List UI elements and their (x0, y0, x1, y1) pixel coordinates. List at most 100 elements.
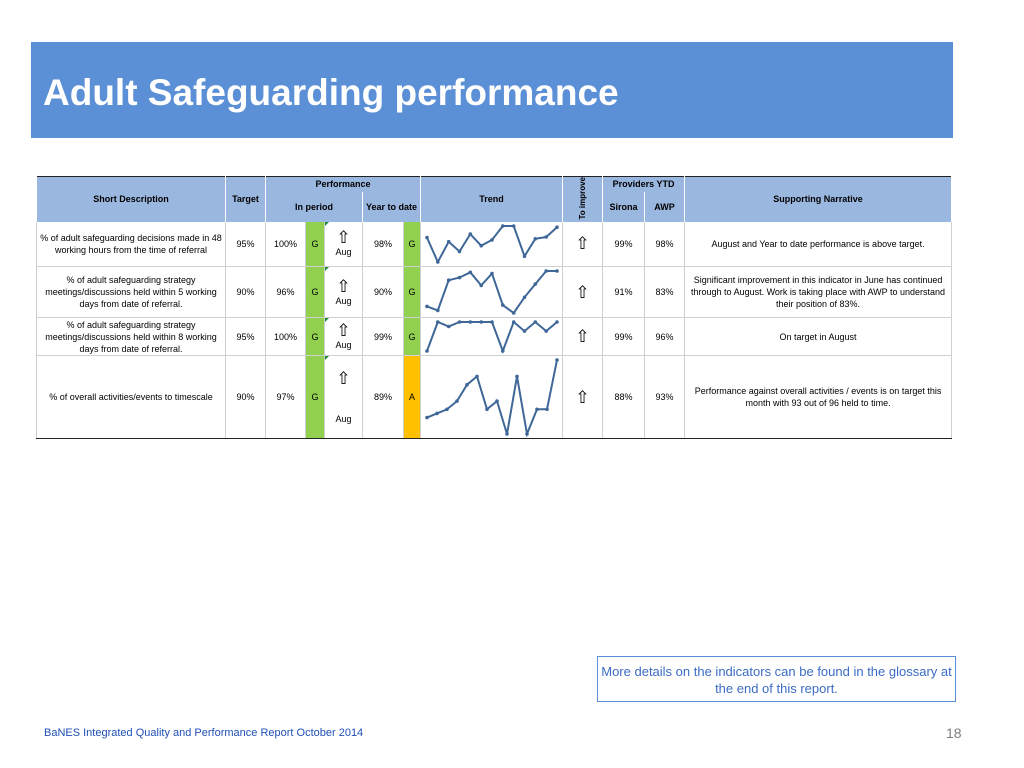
trend-point (479, 283, 484, 288)
row-period-direction: ⇧ Aug (324, 317, 363, 357)
trend-point (468, 320, 473, 324)
row-target: 90% (225, 266, 266, 319)
glossary-note: More details on the indicators can be fo… (597, 656, 956, 702)
up-arrow-icon: ⇧ (575, 282, 590, 302)
trend-point (425, 349, 429, 353)
trend-point (505, 432, 509, 436)
header-target: Target (225, 176, 266, 222)
header-to-improve-label: To improve (578, 177, 588, 220)
header-row-bottom: In period Year to date Sirona AWP (37, 191, 952, 222)
trend-point (436, 308, 440, 313)
header-to-improve: To improve (562, 176, 604, 222)
row-sirona: 91% (602, 266, 646, 319)
trend-sparkline (425, 358, 559, 438)
trend-point (446, 278, 451, 283)
row-in-period: 97% (265, 355, 306, 440)
trend-point (495, 399, 499, 403)
page-number: 18 (946, 725, 962, 741)
row-ytd-rag: G (402, 266, 422, 319)
trend-point (544, 329, 549, 333)
footer-report-title: BaNES Integrated Quality and Performance… (44, 727, 364, 739)
header-supporting-narrative: Supporting Narrative (684, 176, 953, 222)
trend-point (490, 271, 494, 276)
trend-point (501, 223, 505, 228)
row-period-label: Aug (335, 247, 352, 258)
trend-point (555, 358, 559, 362)
row-awp: 93% (644, 355, 686, 440)
trend-point (555, 225, 559, 229)
trend-point (501, 303, 505, 307)
row-in-period-rag: G (305, 317, 325, 357)
trend-line (426, 359, 558, 438)
trend-point (479, 243, 484, 248)
trend-point (533, 236, 538, 241)
row-sirona: 99% (602, 317, 646, 357)
trend-point (555, 320, 559, 324)
performance-table: Short Description Target Performance Tre… (36, 176, 953, 440)
row-trend (420, 317, 564, 357)
trend-point (455, 399, 459, 403)
row-ytd-rag: A (402, 355, 422, 440)
row-description: % of overall activities/events to timesc… (36, 355, 226, 440)
corner-marker (325, 267, 329, 272)
trend-point (425, 415, 429, 420)
trend-point (501, 349, 505, 353)
row-narrative: Significant improvement in this indicato… (684, 266, 953, 319)
up-arrow-icon: ⇧ (575, 327, 590, 347)
row-description: % of adult safeguarding strategy meeting… (36, 317, 226, 357)
row-in-period-rag: G (305, 221, 325, 268)
row-target: 90% (225, 355, 266, 440)
up-arrow-icon: ⇧ (336, 228, 351, 248)
table-row: % of overall activities/events to timesc… (36, 355, 953, 440)
trend-point (446, 239, 451, 244)
row-to-improve: ⇧ (562, 266, 604, 319)
page-title: Adult Safeguarding performance (43, 72, 619, 113)
trend-point (544, 269, 549, 273)
row-target: 95% (225, 221, 266, 268)
trend-point (511, 311, 516, 315)
trend-sparkline (425, 223, 559, 265)
row-period-direction: ⇧ Aug (324, 221, 363, 268)
up-arrow-icon: ⇧ (575, 387, 590, 407)
table-row: % of adult safeguarding decisions made i… (36, 221, 953, 268)
row-period-direction: ⇧ Aug (324, 266, 363, 319)
trend-point (457, 275, 462, 280)
row-trend (420, 355, 564, 440)
row-in-period: 96% (265, 266, 306, 319)
trend-point (446, 324, 451, 329)
row-sirona: 99% (602, 221, 646, 268)
trend-line (426, 224, 558, 265)
header-providers-ytd: Providers YTD (602, 176, 686, 192)
trend-point (435, 411, 439, 416)
row-awp: 96% (644, 317, 686, 357)
trend-point (425, 304, 429, 309)
trend-point (436, 259, 440, 264)
row-in-period: 100% (265, 317, 306, 357)
trend-point (479, 320, 484, 324)
trend-sparkline (425, 269, 559, 315)
up-arrow-icon: ⇧ (336, 321, 351, 341)
row-description: % of adult safeguarding decisions made i… (36, 221, 226, 268)
row-ytd: 90% (362, 266, 404, 319)
trend-line (426, 270, 558, 315)
row-period-label: Aug (335, 295, 352, 306)
corner-marker (325, 318, 329, 323)
up-arrow-icon: ⇧ (336, 368, 351, 388)
trend-point (522, 254, 527, 258)
row-ytd: 99% (362, 317, 404, 357)
trend-point (457, 320, 462, 324)
row-awp: 83% (644, 266, 686, 319)
row-period-label: Aug (335, 413, 352, 424)
row-in-period-rag: G (305, 355, 325, 440)
trend-point (465, 382, 469, 387)
table-row: % of adult safeguarding strategy meeting… (36, 317, 953, 357)
row-description: % of adult safeguarding strategy meeting… (36, 266, 226, 319)
trend-line (426, 320, 558, 354)
row-in-period-rag: G (305, 266, 325, 319)
row-trend (420, 221, 564, 268)
header-short-description: Short Description (36, 176, 226, 222)
row-to-improve: ⇧ (562, 221, 604, 268)
row-in-period: 100% (265, 221, 306, 268)
up-arrow-icon: ⇧ (336, 276, 351, 296)
up-arrow-icon: ⇧ (575, 234, 590, 254)
